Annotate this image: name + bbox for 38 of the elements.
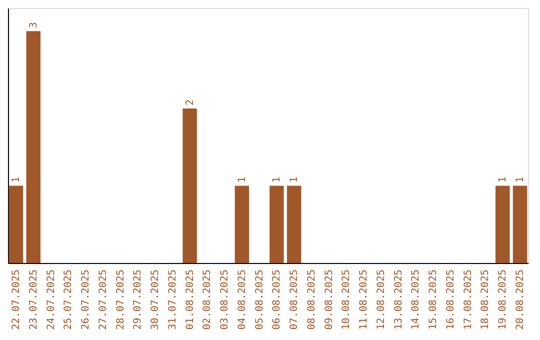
x-tick-label: 07.08.2025 <box>289 270 300 330</box>
x-tick-label: 28.07.2025 <box>115 270 126 330</box>
data-label: 2 <box>184 99 196 106</box>
x-tick-label: 24.07.2025 <box>46 270 57 330</box>
x-tick-label: 05.08.2025 <box>254 270 266 330</box>
x-tick-label: 13.08.2025 <box>393 270 404 330</box>
x-tick-label: 22.07.2025 <box>10 270 22 330</box>
x-tick-label: 08.08.2025 <box>306 270 318 330</box>
x-tick-label: 03.08.2025 <box>220 270 231 330</box>
data-label: 1 <box>289 176 300 183</box>
x-tick-label: 26.07.2025 <box>80 270 92 330</box>
x-tick-label: 27.07.2025 <box>98 270 109 330</box>
data-label: 1 <box>236 176 248 183</box>
data-label: 1 <box>10 176 22 183</box>
x-tick-label: 15.08.2025 <box>428 270 440 330</box>
x-tick-label: 01.08.2025 <box>184 270 196 330</box>
data-label: 1 <box>515 176 526 183</box>
x-tick-label: 18.08.2025 <box>480 270 492 330</box>
x-tick-label: 25.07.2025 <box>63 270 74 330</box>
x-tick-label: 29.07.2025 <box>132 270 144 330</box>
x-tick-label: 09.08.2025 <box>324 270 335 330</box>
x-tick-label: 30.07.2025 <box>150 270 162 330</box>
x-tick-label: 20.08.2025 <box>515 270 526 330</box>
x-tick-label: 06.08.2025 <box>272 270 283 330</box>
x-tick-label: 23.07.2025 <box>28 270 40 330</box>
x-tick-label: 31.07.2025 <box>167 270 178 330</box>
x-tick-label: 19.08.2025 <box>498 270 509 330</box>
x-tick-label: 11.08.2025 <box>358 270 370 330</box>
data-label: 1 <box>498 176 509 183</box>
x-tick-label: 02.08.2025 <box>202 270 214 330</box>
x-tick-label: 10.08.2025 <box>341 270 352 330</box>
x-tick-label: 12.08.2025 <box>376 270 387 330</box>
data-label: 3 <box>28 22 40 28</box>
x-tick-label: 16.08.2025 <box>445 270 456 330</box>
x-tick-label: 04.08.2025 <box>236 270 248 330</box>
data-label: 1 <box>272 176 283 183</box>
x-tick-label: 14.08.2025 <box>410 270 422 330</box>
x-tick-label: 17.08.2025 <box>462 270 474 330</box>
